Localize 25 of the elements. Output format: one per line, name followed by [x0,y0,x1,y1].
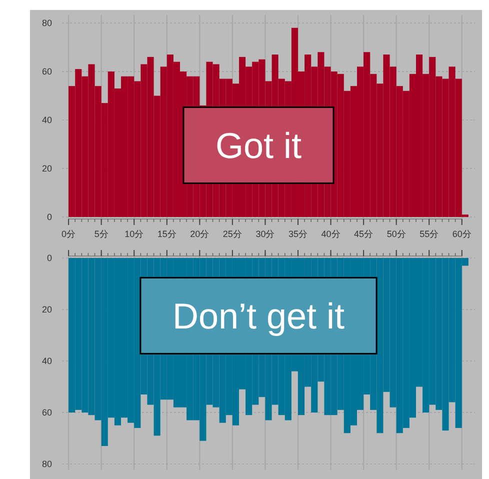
y-tick-label: 40 [42,115,52,125]
y-tick-label: 0 [46,212,52,222]
x-tick-label: 5分 [94,229,108,239]
x-tick-label: 20分 [190,229,210,239]
x-tick-label: 0分 [62,229,76,239]
x-tick-label: 25分 [222,229,242,239]
y-tick-label: 80 [42,459,52,469]
x-tick-label: 15分 [157,229,176,239]
x-tick-label: 55分 [420,229,439,239]
x-tick-label: 10分 [124,229,144,239]
y-tick-label: 0 [46,253,52,263]
y-tick-label: 20 [42,304,52,314]
y-tick-label: 60 [42,408,52,418]
y-tick-label: 80 [42,18,52,28]
x-tick-label: 40分 [321,229,340,239]
x-tick-label: 60分 [452,229,472,239]
x-tick-label: 50分 [386,229,406,239]
annotation: Got it [215,125,302,166]
x-tick-label: 30分 [256,229,275,239]
x-tick-label: 45分 [354,229,374,239]
y-tick-label: 20 [42,164,52,174]
annotation: Don’t get it [172,296,345,337]
x-tick-label: 35分 [288,229,308,239]
y-tick-label: 40 [42,356,52,366]
y-tick-label: 60 [42,66,52,76]
